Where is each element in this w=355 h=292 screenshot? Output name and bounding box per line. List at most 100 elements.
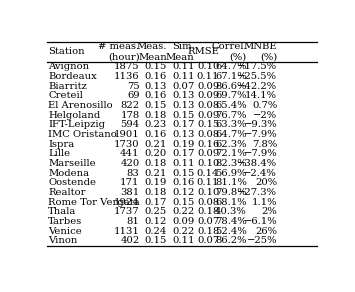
- Text: 0.14: 0.14: [197, 169, 219, 178]
- Text: 822: 822: [120, 101, 140, 110]
- Text: 1875: 1875: [114, 62, 140, 71]
- Text: 1737: 1737: [114, 207, 140, 216]
- Text: 1131: 1131: [114, 227, 140, 236]
- Text: −2%: −2%: [253, 111, 277, 120]
- Text: Sim.
Mean: Sim. Mean: [166, 42, 195, 62]
- Text: −6.1%: −6.1%: [244, 217, 277, 226]
- Text: 0.7%: 0.7%: [252, 101, 277, 110]
- Text: IFT-Leipzig: IFT-Leipzig: [48, 120, 105, 129]
- Text: 52.4%: 52.4%: [215, 227, 247, 236]
- Text: 0.15: 0.15: [145, 62, 167, 71]
- Text: Modena: Modena: [48, 169, 89, 178]
- Text: −17.5%: −17.5%: [237, 62, 277, 71]
- Text: Tarbes: Tarbes: [48, 217, 82, 226]
- Text: 0.18: 0.18: [197, 227, 219, 236]
- Text: 0.09: 0.09: [197, 91, 219, 100]
- Text: 64.7%: 64.7%: [215, 130, 247, 139]
- Text: 81: 81: [127, 217, 140, 226]
- Text: 69: 69: [127, 91, 140, 100]
- Text: 1.1%: 1.1%: [252, 198, 277, 207]
- Text: 0.17: 0.17: [172, 150, 195, 158]
- Text: 86.2%: 86.2%: [215, 237, 247, 245]
- Text: 0.13: 0.13: [172, 130, 195, 139]
- Text: MNBE
(%): MNBE (%): [244, 42, 277, 62]
- Text: 0.11: 0.11: [172, 72, 195, 81]
- Text: −9.3%: −9.3%: [244, 120, 277, 129]
- Text: 0.11: 0.11: [172, 237, 195, 245]
- Text: 69.7%: 69.7%: [215, 91, 247, 100]
- Text: 0.11: 0.11: [172, 62, 195, 71]
- Text: 0.16: 0.16: [172, 178, 195, 187]
- Text: 56.9%: 56.9%: [215, 169, 247, 178]
- Text: 0.09: 0.09: [197, 150, 219, 158]
- Text: 441: 441: [120, 150, 140, 158]
- Text: 0.08: 0.08: [197, 101, 219, 110]
- Text: Vinon: Vinon: [48, 237, 78, 245]
- Text: −42.2%: −42.2%: [237, 82, 277, 91]
- Text: 1136: 1136: [114, 72, 140, 81]
- Text: 402: 402: [120, 237, 140, 245]
- Text: −7.9%: −7.9%: [244, 150, 277, 158]
- Text: 0.20: 0.20: [145, 150, 167, 158]
- Text: 0.19: 0.19: [145, 178, 167, 187]
- Text: 0.18: 0.18: [145, 111, 167, 120]
- Text: 0.09: 0.09: [197, 111, 219, 120]
- Text: 1901: 1901: [114, 130, 140, 139]
- Text: 0.18: 0.18: [145, 188, 167, 197]
- Text: 0.17: 0.17: [172, 120, 195, 129]
- Text: 0.11: 0.11: [172, 159, 195, 168]
- Text: 0.13: 0.13: [172, 101, 195, 110]
- Text: Thala: Thala: [48, 207, 77, 216]
- Text: −25%: −25%: [247, 237, 277, 245]
- Text: 40.3%: 40.3%: [215, 207, 247, 216]
- Text: Helgoland: Helgoland: [48, 111, 100, 120]
- Text: 72.1%: 72.1%: [215, 150, 247, 158]
- Text: 1924: 1924: [114, 198, 140, 207]
- Text: 64.7%: 64.7%: [215, 62, 247, 71]
- Text: Ispra: Ispra: [48, 140, 75, 149]
- Text: 2%: 2%: [261, 207, 277, 216]
- Text: 0.11: 0.11: [197, 72, 219, 81]
- Text: 68.1%: 68.1%: [215, 198, 247, 207]
- Text: 0.15: 0.15: [172, 198, 195, 207]
- Text: 0.19: 0.19: [172, 140, 195, 149]
- Text: Station: Station: [48, 47, 85, 56]
- Text: RMSE: RMSE: [187, 47, 219, 56]
- Text: 0.16: 0.16: [197, 140, 219, 149]
- Text: 82.3%: 82.3%: [215, 159, 247, 168]
- Text: 0.16: 0.16: [145, 130, 167, 139]
- Text: 14.1%: 14.1%: [245, 91, 277, 100]
- Text: 381: 381: [120, 188, 140, 197]
- Text: 0.18: 0.18: [145, 159, 167, 168]
- Text: 0.12: 0.12: [145, 217, 167, 226]
- Text: 67.1%: 67.1%: [215, 72, 247, 81]
- Text: 63.3%: 63.3%: [215, 120, 247, 129]
- Text: −2.4%: −2.4%: [244, 169, 277, 178]
- Text: 0.11: 0.11: [197, 178, 219, 187]
- Text: 0.22: 0.22: [172, 227, 195, 236]
- Text: 0.17: 0.17: [145, 198, 167, 207]
- Text: 79.8%: 79.8%: [215, 188, 247, 197]
- Text: 0.22: 0.22: [172, 207, 195, 216]
- Text: 0.16: 0.16: [145, 72, 167, 81]
- Text: −38.4%: −38.4%: [237, 159, 277, 168]
- Text: 0.23: 0.23: [145, 120, 167, 129]
- Text: 0.10: 0.10: [197, 159, 219, 168]
- Text: 78.4%: 78.4%: [215, 217, 247, 226]
- Text: 0.13: 0.13: [145, 82, 167, 91]
- Text: 0.09: 0.09: [197, 82, 219, 91]
- Text: 420: 420: [120, 159, 140, 168]
- Text: 26%: 26%: [255, 227, 277, 236]
- Text: 20%: 20%: [255, 178, 277, 187]
- Text: 0.15: 0.15: [172, 169, 195, 178]
- Text: Rome Tor Vergata: Rome Tor Vergata: [48, 198, 140, 207]
- Text: 594: 594: [120, 120, 140, 129]
- Text: −25.5%: −25.5%: [237, 72, 277, 81]
- Text: −7.9%: −7.9%: [244, 130, 277, 139]
- Text: 76.7%: 76.7%: [215, 111, 247, 120]
- Text: 81.1%: 81.1%: [215, 178, 247, 187]
- Text: IMC Oristano: IMC Oristano: [48, 130, 117, 139]
- Text: Avignon: Avignon: [48, 62, 89, 71]
- Text: Realtor: Realtor: [48, 188, 86, 197]
- Text: 83: 83: [127, 169, 140, 178]
